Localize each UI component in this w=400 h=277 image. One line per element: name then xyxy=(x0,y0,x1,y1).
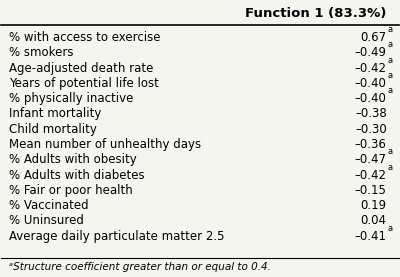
Text: 0.67: 0.67 xyxy=(360,31,387,44)
Text: –0.47: –0.47 xyxy=(355,153,387,166)
Text: % Uninsured: % Uninsured xyxy=(9,214,84,227)
Text: % smokers: % smokers xyxy=(9,46,74,59)
Text: Infant mortality: Infant mortality xyxy=(9,107,102,120)
Text: % Fair or poor health: % Fair or poor health xyxy=(9,184,133,197)
Text: 0.19: 0.19 xyxy=(360,199,387,212)
Text: Function 1 (83.3%): Function 1 (83.3%) xyxy=(245,7,387,20)
Text: Mean number of unhealthy days: Mean number of unhealthy days xyxy=(9,138,202,151)
Text: –0.49: –0.49 xyxy=(355,46,387,59)
Text: % with access to exercise: % with access to exercise xyxy=(9,31,161,44)
Text: –0.42: –0.42 xyxy=(355,168,387,181)
Text: a: a xyxy=(388,25,393,34)
Text: –0.30: –0.30 xyxy=(355,123,387,136)
Text: a: a xyxy=(388,56,393,65)
Text: –0.42: –0.42 xyxy=(355,61,387,75)
Text: –0.40: –0.40 xyxy=(355,77,387,90)
Text: –0.38: –0.38 xyxy=(355,107,387,120)
Text: –0.41: –0.41 xyxy=(355,230,387,243)
Text: a: a xyxy=(388,224,393,233)
Text: 0.04: 0.04 xyxy=(361,214,387,227)
Text: –0.15: –0.15 xyxy=(355,184,387,197)
Text: a: a xyxy=(388,163,393,172)
Text: ᵃStructure coefficient greater than or equal to 0.4.: ᵃStructure coefficient greater than or e… xyxy=(9,262,271,272)
Text: Child mortality: Child mortality xyxy=(9,123,97,136)
Text: a: a xyxy=(388,147,393,157)
Text: Age-adjusted death rate: Age-adjusted death rate xyxy=(9,61,154,75)
Text: a: a xyxy=(388,86,393,95)
Text: % Vaccinated: % Vaccinated xyxy=(9,199,89,212)
Text: % physically inactive: % physically inactive xyxy=(9,92,134,105)
Text: Average daily particulate matter 2.5: Average daily particulate matter 2.5 xyxy=(9,230,225,243)
Text: a: a xyxy=(388,71,393,80)
Text: % Adults with obesity: % Adults with obesity xyxy=(9,153,137,166)
Text: a: a xyxy=(388,40,393,50)
Text: % Adults with diabetes: % Adults with diabetes xyxy=(9,168,145,181)
Text: –0.36: –0.36 xyxy=(355,138,387,151)
Text: –0.40: –0.40 xyxy=(355,92,387,105)
Text: Years of potential life lost: Years of potential life lost xyxy=(9,77,159,90)
